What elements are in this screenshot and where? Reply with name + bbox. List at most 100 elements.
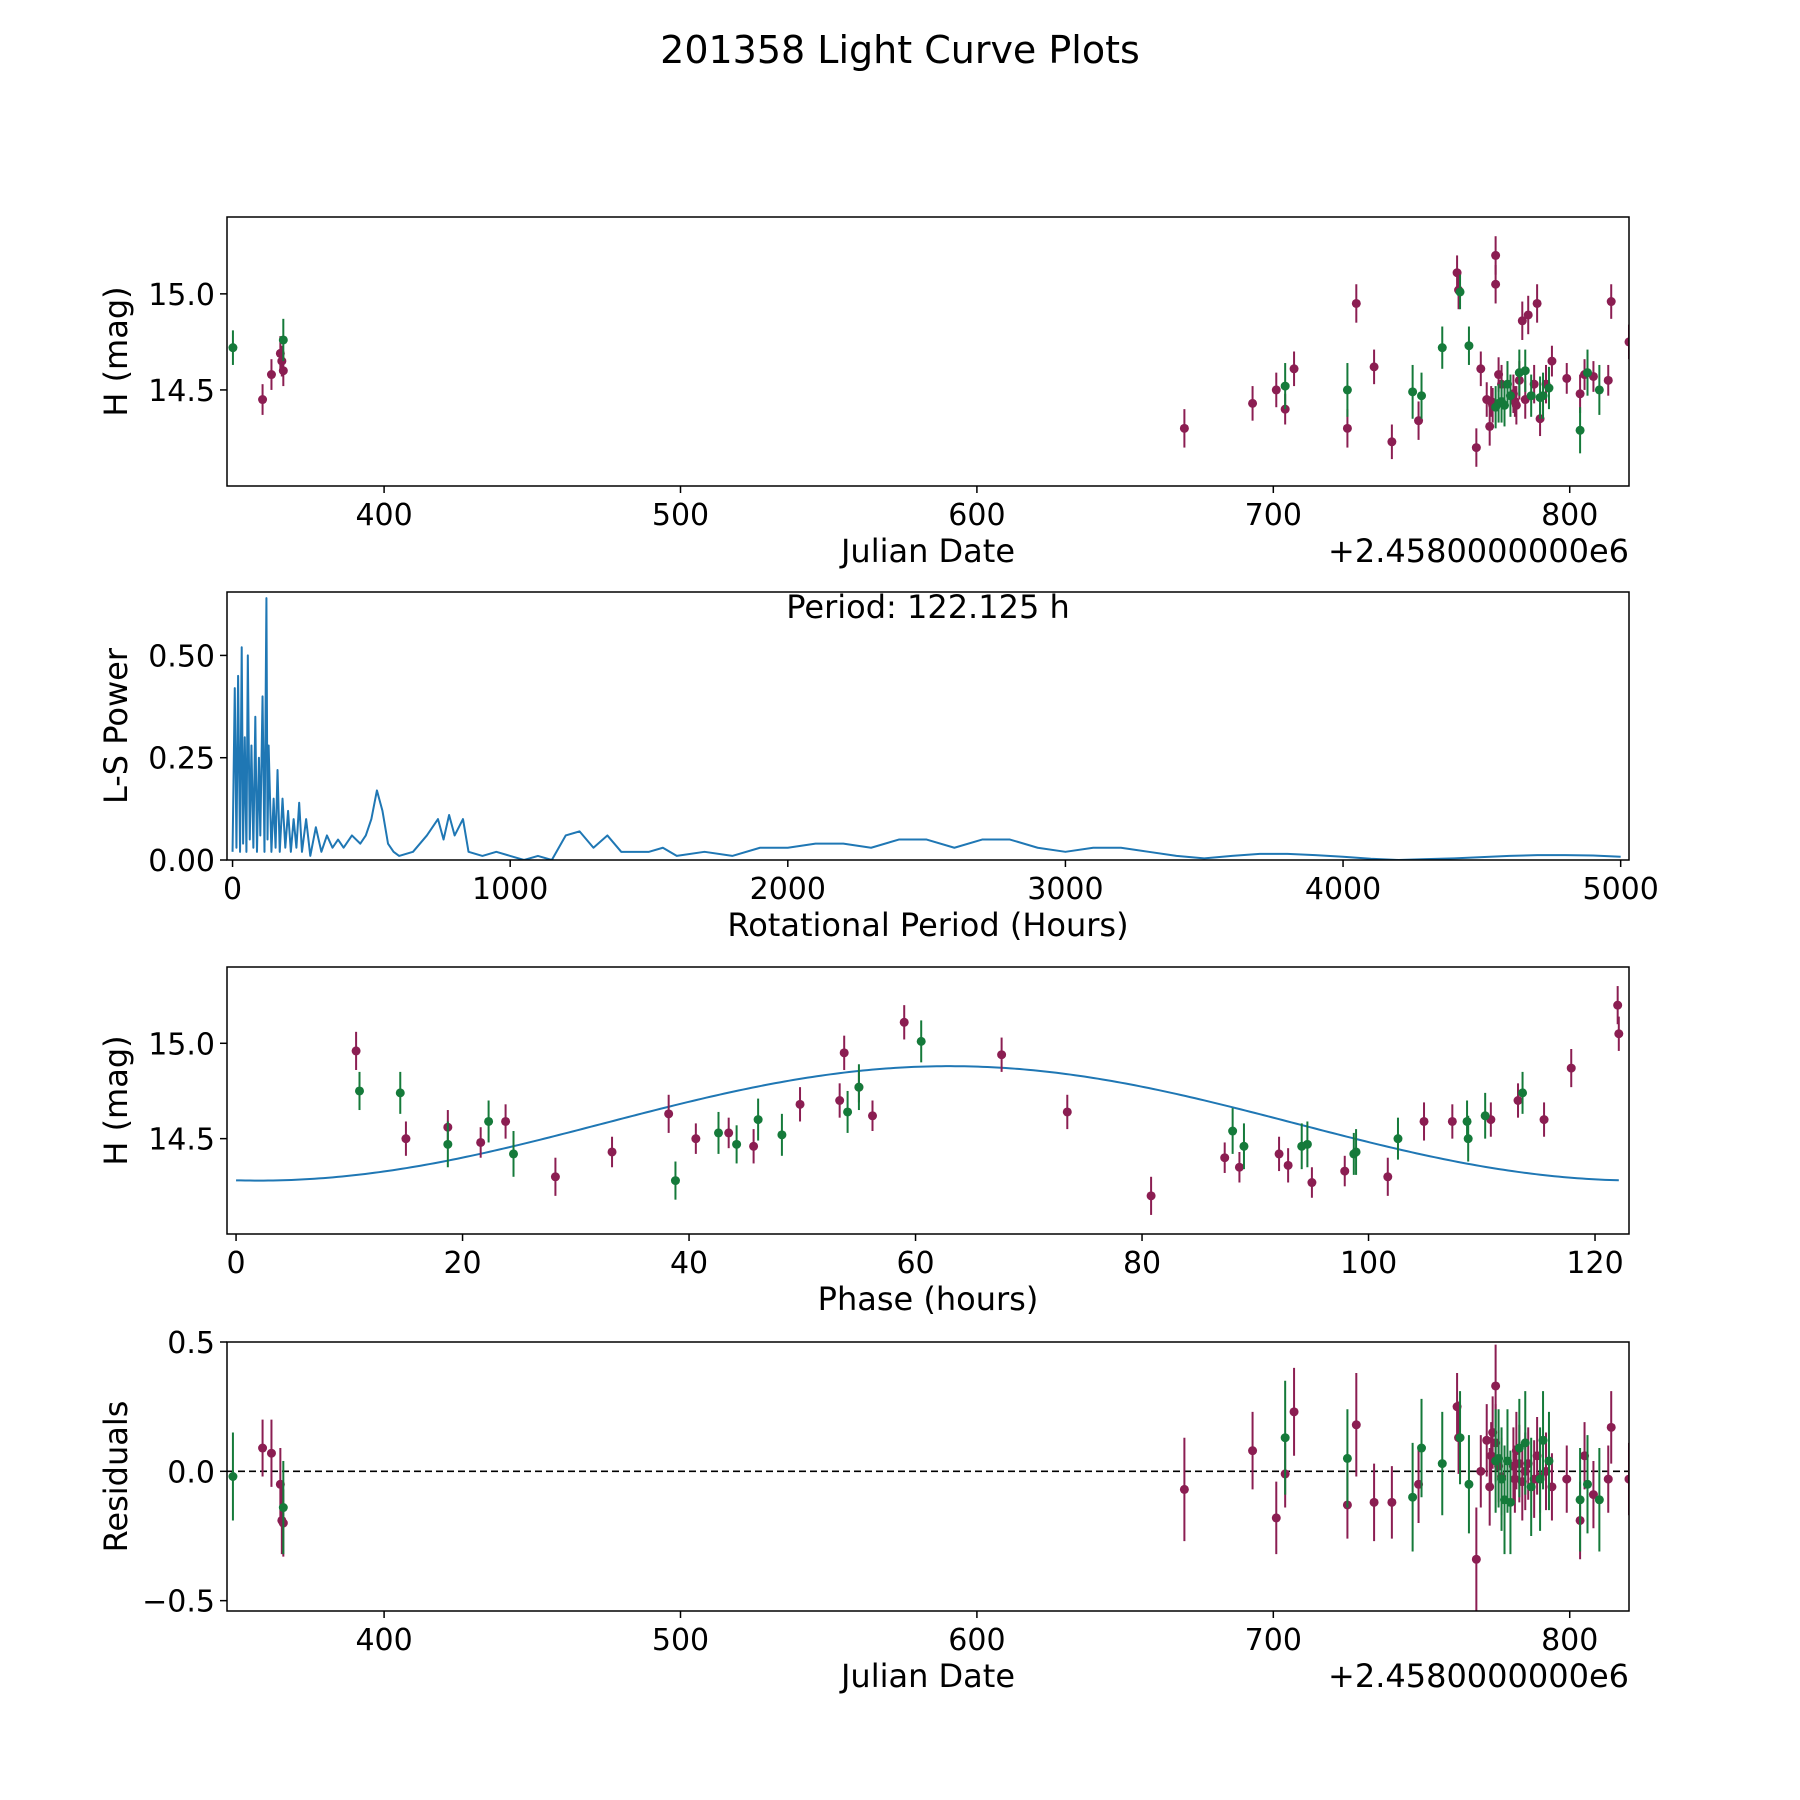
x-tick-label: 0 bbox=[227, 1246, 246, 1281]
data-point-filter-b bbox=[1538, 1435, 1548, 1445]
data-point-filter-b bbox=[713, 1128, 723, 1138]
plot-area bbox=[227, 1344, 1629, 1611]
data-point-filter-a bbox=[351, 1046, 361, 1056]
x-tick-label: 700 bbox=[1245, 1623, 1302, 1658]
data-point-filter-b bbox=[1520, 1438, 1530, 1448]
data-point-filter-b bbox=[1408, 1492, 1418, 1502]
data-point-filter-b bbox=[1437, 343, 1447, 353]
data-point-filter-a bbox=[1562, 373, 1572, 383]
data-point-filter-b bbox=[228, 1472, 238, 1481]
x-tick-label: 80 bbox=[1123, 1246, 1161, 1281]
data-point-filter-a bbox=[839, 1048, 849, 1058]
data-point-filter-b bbox=[1575, 1495, 1585, 1505]
data-point-filter-b bbox=[1417, 1443, 1427, 1453]
x-tick-label: 40 bbox=[670, 1246, 708, 1281]
x-axis-label: Phase (hours) bbox=[818, 1280, 1039, 1318]
data-point-filter-a bbox=[1476, 1466, 1486, 1476]
data-point-filter-a bbox=[795, 1099, 805, 1109]
data-point-filter-a bbox=[1271, 1513, 1281, 1523]
data-point-filter-a bbox=[1588, 1490, 1598, 1500]
data-point-filter-a bbox=[1283, 1160, 1293, 1170]
y-axis-label: H (mag) bbox=[97, 286, 135, 416]
y-tick-label: 14.5 bbox=[148, 1123, 215, 1158]
data-point-filter-b bbox=[1302, 1139, 1312, 1149]
data-point-filter-a bbox=[868, 1111, 878, 1121]
data-point-filter-a bbox=[1566, 1063, 1576, 1073]
data-point-filter-b bbox=[1526, 1482, 1536, 1492]
data-point-filter-b bbox=[1575, 425, 1585, 435]
data-point-filter-a bbox=[1485, 421, 1495, 431]
data-point-filter-a bbox=[1340, 1166, 1350, 1176]
periodogram-line bbox=[231, 597, 1621, 860]
data-point-filter-a bbox=[1482, 1435, 1492, 1445]
data-point-filter-b bbox=[1417, 391, 1427, 401]
data-point-filter-b bbox=[1463, 1134, 1473, 1144]
data-point-filter-b bbox=[1594, 385, 1604, 395]
x-tick-label: 400 bbox=[355, 498, 412, 533]
data-point-filter-a bbox=[266, 1448, 276, 1458]
x-tick-label: 600 bbox=[948, 1623, 1005, 1658]
data-point-filter-a bbox=[1603, 375, 1613, 385]
data-point-filter-a bbox=[1606, 1422, 1616, 1432]
axes-frame bbox=[226, 216, 1630, 487]
data-point-filter-b bbox=[1280, 1433, 1290, 1443]
data-point-filter-a bbox=[1532, 298, 1542, 308]
data-point-filter-a bbox=[1491, 250, 1501, 260]
data-point-filter-b bbox=[843, 1107, 853, 1117]
x-tick-label: 700 bbox=[1245, 498, 1302, 533]
data-point-filter-a bbox=[1274, 1149, 1284, 1159]
data-point-filter-a bbox=[607, 1147, 617, 1157]
data-point-filter-a bbox=[1485, 1482, 1495, 1492]
data-point-filter-a bbox=[1369, 1497, 1379, 1507]
data-point-filter-b bbox=[484, 1116, 494, 1126]
data-point-filter-b bbox=[1228, 1126, 1238, 1136]
x-tick-label: 500 bbox=[652, 498, 709, 533]
data-point-filter-a bbox=[1547, 356, 1557, 366]
data-point-filter-b bbox=[228, 343, 238, 353]
data-point-filter-b bbox=[1455, 1433, 1465, 1443]
data-point-filter-a bbox=[997, 1050, 1007, 1060]
data-point-filter-a bbox=[1606, 297, 1616, 307]
data-point-filter-a bbox=[1471, 1554, 1481, 1564]
y-tick-label: 0.00 bbox=[148, 844, 215, 879]
data-point-filter-a bbox=[1387, 1497, 1397, 1507]
data-point-filter-b bbox=[1583, 1479, 1593, 1489]
data-point-filter-a bbox=[1523, 310, 1533, 320]
y-tick-label: 15.0 bbox=[148, 1027, 215, 1062]
x-tick-label: 800 bbox=[1541, 498, 1598, 533]
data-point-filter-b bbox=[1342, 385, 1352, 395]
panel-1: 400 500 600 700 800 14.5 15.0 Julian Date H (mag… bbox=[97, 216, 1630, 570]
data-point-filter-a bbox=[501, 1116, 511, 1126]
x-tick-label: 3000 bbox=[1027, 872, 1103, 907]
data-point-filter-a bbox=[1351, 298, 1361, 308]
data-point-filter-a bbox=[664, 1109, 674, 1119]
x-tick-label: 20 bbox=[443, 1246, 481, 1281]
x-tick-label: 120 bbox=[1566, 1246, 1623, 1281]
data-point-filter-a bbox=[1447, 1116, 1457, 1126]
data-point-filter-a bbox=[1289, 364, 1299, 374]
data-point-filter-b bbox=[1583, 368, 1593, 378]
x-tick-label: 4000 bbox=[1305, 872, 1381, 907]
y-tick-label: 0.0 bbox=[167, 1455, 215, 1490]
x-tick-label: 100 bbox=[1340, 1246, 1397, 1281]
figure-title: 201358 Light Curve Plots bbox=[660, 28, 1140, 72]
panel-2: 0 1000 2000 3000 4000 5000 0.00 0.25 0.50 Rotatio… bbox=[97, 588, 1659, 944]
data-point-filter-a bbox=[724, 1128, 734, 1138]
y-axis-label: H (mag) bbox=[97, 1035, 135, 1165]
data-point-filter-a bbox=[1271, 385, 1281, 395]
y-tick-label: 14.5 bbox=[148, 374, 215, 409]
x-offset-label: +2.4580000000e6 bbox=[1328, 532, 1629, 570]
x-tick-label: 60 bbox=[896, 1246, 934, 1281]
data-point-filter-b bbox=[395, 1088, 405, 1098]
data-point-filter-a bbox=[1351, 1420, 1361, 1430]
x-tick-label: 800 bbox=[1541, 1623, 1598, 1658]
data-point-filter-b bbox=[1464, 1479, 1474, 1489]
axes-frame bbox=[226, 1341, 1630, 1612]
data-point-filter-a bbox=[1517, 316, 1527, 326]
data-point-filter-b bbox=[1455, 287, 1465, 297]
data-point-filter-a bbox=[278, 366, 288, 376]
data-point-filter-a bbox=[1603, 1474, 1613, 1484]
panel-3: 0 20 40 60 80 100 120 14.5 15.0 Phase (hours) H (m… bbox=[97, 966, 1630, 1318]
data-point-filter-b bbox=[278, 1503, 288, 1513]
